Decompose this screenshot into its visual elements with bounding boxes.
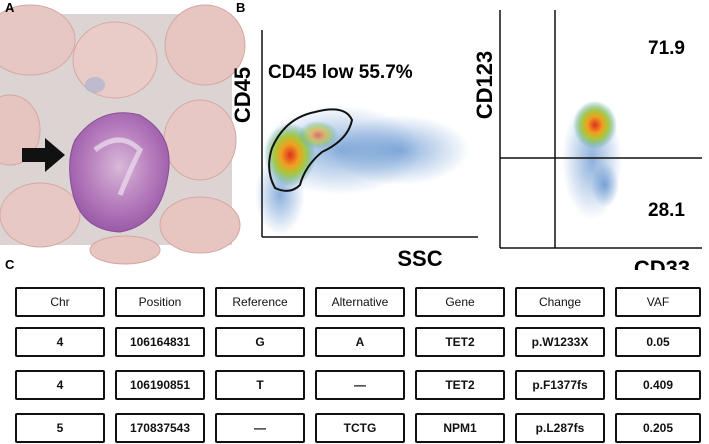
- quadrant-value: 71.9: [648, 38, 685, 59]
- x-axis-label: CD33: [634, 256, 690, 270]
- table-cell: p.L287fs: [515, 413, 605, 443]
- table-cell: 0.05: [615, 327, 701, 357]
- panel-label: B: [236, 0, 245, 15]
- table-cell: TET2: [415, 370, 505, 400]
- table-cell: A: [315, 327, 405, 357]
- table-cell: 4: [15, 327, 105, 357]
- header-cell: VAF: [615, 287, 701, 317]
- table-cell: 5: [15, 413, 105, 443]
- header-cell: Reference: [215, 287, 305, 317]
- table-cell: 106164831: [115, 327, 205, 357]
- annotation: CD45 low 55.7%: [268, 62, 413, 83]
- table-cell: p.F1377fs: [515, 370, 605, 400]
- table-cell: —: [215, 413, 305, 443]
- header-cell: Chr: [15, 287, 105, 317]
- quadrant-value: 28.1: [648, 200, 685, 221]
- y-axis-label: CD123: [472, 51, 497, 119]
- header-cell: Change: [515, 287, 605, 317]
- table-cell: 0.409: [615, 370, 701, 400]
- table-cell: 170837543: [115, 413, 205, 443]
- flow-plot: [255, 30, 478, 238]
- table-cell: 0.205: [615, 413, 701, 443]
- header-cell: Gene: [415, 287, 505, 317]
- table-cell: p.W1233X: [515, 327, 605, 357]
- panel-label: A: [5, 0, 15, 15]
- table-cell: —: [315, 370, 405, 400]
- x-axis-label: SSC: [397, 246, 442, 270]
- table-cell: NPM1: [415, 413, 505, 443]
- panel-label: C: [5, 257, 15, 272]
- table-cell: TCTG: [315, 413, 405, 443]
- table-cell: G: [215, 327, 305, 357]
- flow-plot: [499, 10, 702, 249]
- header-cell: Position: [115, 287, 205, 317]
- micrograph: [0, 4, 246, 265]
- table-cell: TET2: [415, 327, 505, 357]
- y-axis-label: CD45: [230, 67, 255, 123]
- top-panels: A B CD45 CD45 low 55.7% SSC CD123 71.9 2…: [0, 0, 702, 270]
- table-cell: 4: [15, 370, 105, 400]
- header-cell: Alternative: [315, 287, 405, 317]
- table-cell: T: [215, 370, 305, 400]
- table-cell: 106190851: [115, 370, 205, 400]
